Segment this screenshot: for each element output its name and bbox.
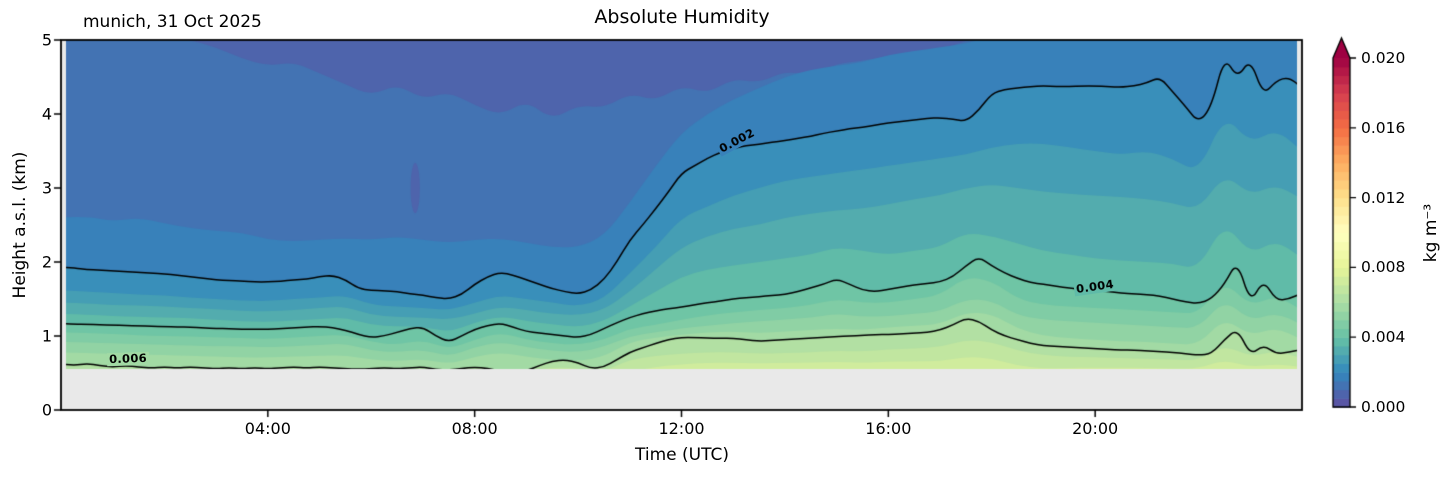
x-tick-label: 04:00: [244, 419, 291, 438]
colorbar-tick-label: 0.016: [1361, 118, 1406, 137]
plot-annotation: munich, 31 Oct 2025: [83, 12, 262, 32]
y-tick-label: 1: [41, 326, 52, 346]
x-tick-label: 12:00: [658, 419, 705, 438]
y-axis-label: Height a.s.l. (km): [10, 151, 30, 299]
plot-title: Absolute Humidity: [594, 6, 770, 28]
colorbar-label: kg m⁻³: [1421, 203, 1441, 263]
x-tick-label: 08:00: [451, 419, 498, 438]
colorbar-tick-label: 0.020: [1361, 49, 1406, 67]
x-tick-label: 16:00: [865, 419, 912, 438]
contour-label-0.006: 0.006: [107, 350, 150, 367]
y-tick-label: 0: [41, 400, 52, 420]
y-tick-label: 2: [41, 252, 52, 272]
x-axis-label: Time (UTC): [635, 445, 729, 465]
y-tick-label: 5: [41, 30, 52, 50]
y-tick-label: 3: [41, 178, 52, 198]
x-tick-label: 20:00: [1072, 419, 1119, 438]
colorbar-tick-label: 0.008: [1361, 258, 1406, 277]
colorbar-tick-label: 0.004: [1361, 328, 1406, 347]
colorbar-tick-label: 0.000: [1361, 398, 1406, 416]
y-tick-label: 4: [41, 104, 52, 124]
colorbar-tick-label: 0.012: [1361, 188, 1406, 207]
